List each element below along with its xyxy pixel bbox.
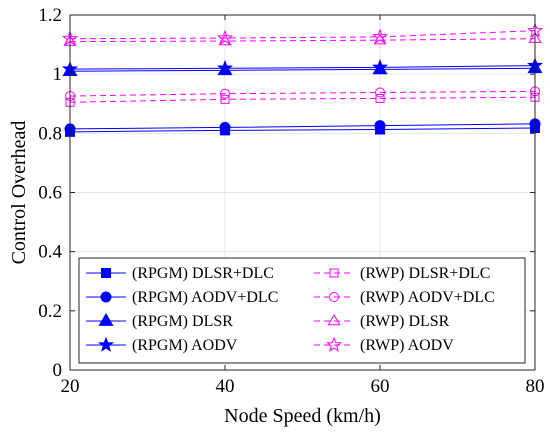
y-tick-label: 0.4 bbox=[38, 242, 62, 263]
y-tick-label: 0.6 bbox=[38, 183, 62, 204]
legend-marker bbox=[101, 268, 111, 278]
y-tick-label: 1.2 bbox=[38, 5, 62, 26]
data-point bbox=[375, 93, 385, 103]
data-point bbox=[220, 94, 230, 104]
legend-item: (RWP) DLSR+DLC bbox=[314, 265, 490, 282]
data-point bbox=[220, 88, 230, 99]
y-tick-label: 1 bbox=[53, 64, 63, 85]
legend: (RPGM) DLSR+DLC (RPGM) AODV+DLC (RPGM) DLS… bbox=[78, 257, 526, 364]
data-point bbox=[375, 87, 385, 98]
legend-label: (RPGM) DLSR+DLC bbox=[132, 265, 274, 282]
legend-item: (RPGM) AODV+DLC bbox=[86, 289, 278, 306]
data-point bbox=[219, 121, 231, 133]
legend-label: (RWP) AODV+DLC bbox=[360, 289, 495, 306]
legend-item: (RPGM) AODV bbox=[86, 336, 238, 354]
y-tick-label: 0.8 bbox=[38, 123, 62, 144]
x-tick-label: 60 bbox=[371, 376, 390, 397]
legend-label: (RWP) AODV bbox=[360, 337, 454, 354]
legend-item: (RWP) DLSR bbox=[314, 313, 450, 330]
legend-marker bbox=[97, 336, 115, 352]
y-tick-label: 0 bbox=[53, 360, 63, 381]
x-tick-label: 80 bbox=[526, 376, 545, 397]
legend-marker bbox=[98, 313, 114, 326]
x-axis-label: Node Speed (km/h) bbox=[224, 405, 381, 427]
legend-label: (RPGM) AODV+DLC bbox=[132, 289, 278, 306]
legend-label: (RPGM) AODV bbox=[132, 337, 238, 354]
legend-item: (RPGM) DLSR bbox=[86, 313, 233, 330]
legend-label: (RWP) DLSR+DLC bbox=[360, 265, 490, 282]
series-line bbox=[69, 38, 536, 43]
legend-item: (RWP) AODV+DLC bbox=[314, 289, 495, 306]
series-line bbox=[69, 67, 536, 72]
x-tick-label: 40 bbox=[216, 376, 235, 397]
series-line bbox=[69, 96, 536, 103]
legend-marker bbox=[100, 291, 112, 303]
y-tick-label: 0.2 bbox=[38, 301, 62, 322]
series-layer bbox=[61, 22, 544, 137]
x-tick-label: 20 bbox=[61, 376, 80, 397]
legend-label: (RPGM) DLSR bbox=[132, 313, 233, 330]
data-point bbox=[374, 120, 386, 132]
legend-label: (RWP) DLSR bbox=[360, 313, 450, 330]
data-point bbox=[371, 28, 389, 44]
series-line bbox=[69, 127, 536, 133]
data-point bbox=[216, 29, 234, 45]
axis-ticks: 20 40 60 80 0 0.2 0.4 0.6 0.8 1 1.2 bbox=[38, 5, 544, 397]
data-point bbox=[371, 58, 389, 75]
legend-item: (RPGM) DLSR+DLC bbox=[86, 265, 274, 282]
legend-marker bbox=[327, 314, 341, 326]
series-line bbox=[69, 65, 536, 70]
legend-box bbox=[78, 257, 526, 364]
legend-marker bbox=[325, 336, 343, 352]
legend-marker bbox=[329, 292, 339, 302]
legend-marker bbox=[329, 268, 339, 278]
y-axis-label: Control Overhead bbox=[8, 121, 30, 265]
data-point bbox=[216, 59, 234, 76]
legend-item: (RWP) AODV bbox=[314, 336, 454, 354]
series-line bbox=[69, 123, 536, 130]
series-line bbox=[69, 90, 536, 97]
series-line bbox=[69, 30, 536, 40]
